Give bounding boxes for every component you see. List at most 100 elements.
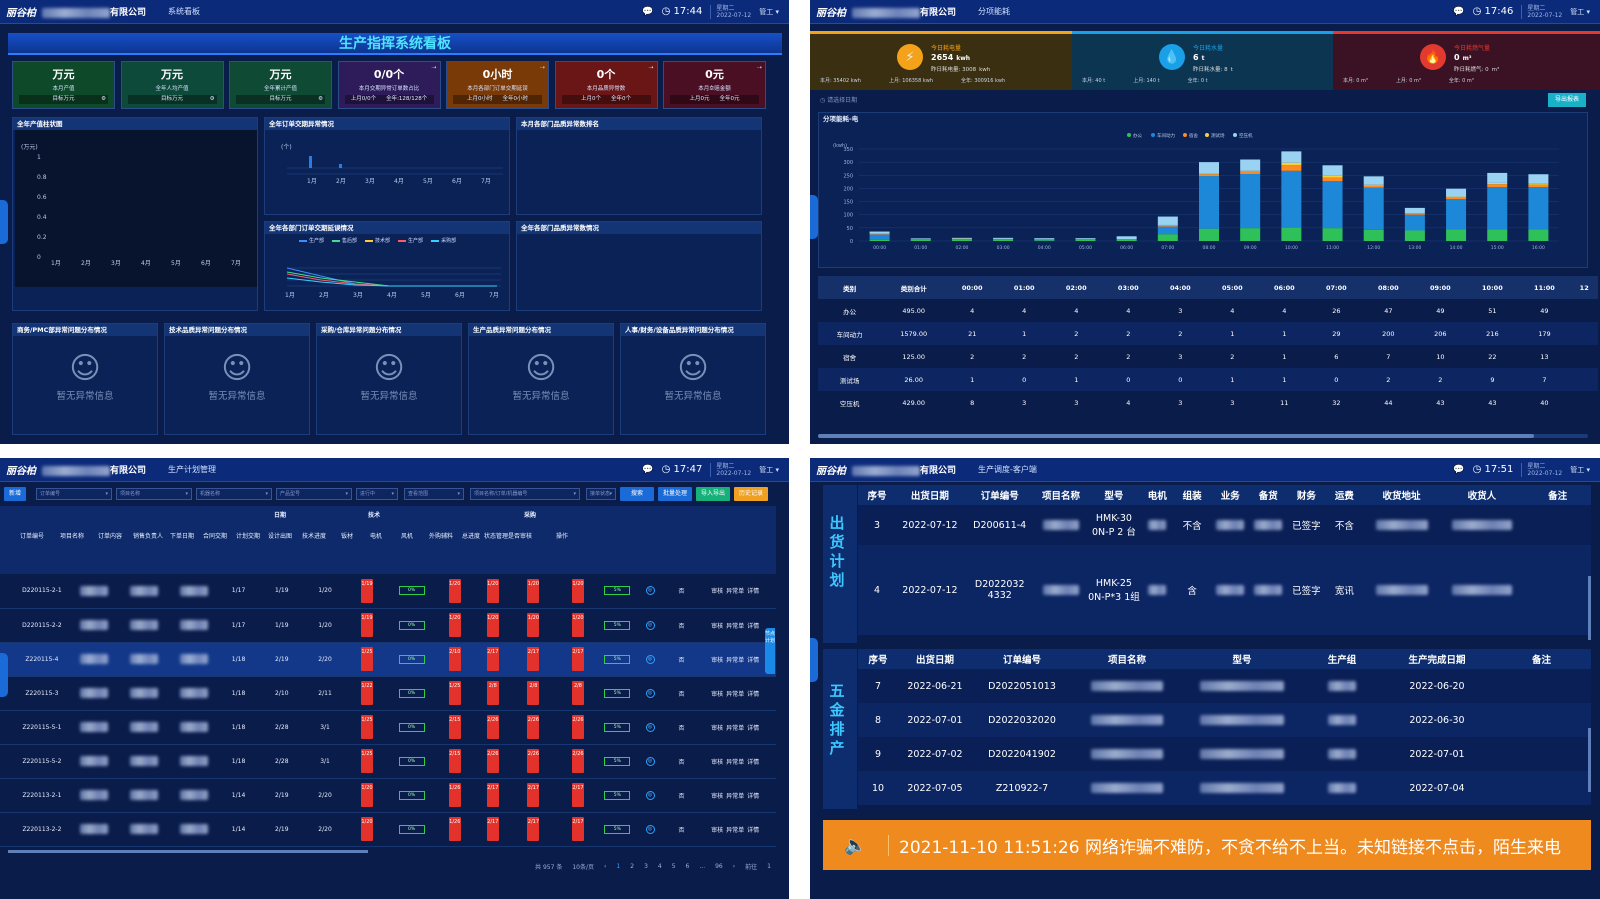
overdue-badge[interactable]: 2/17 (527, 817, 540, 841)
row-checkbox[interactable] (0, 608, 14, 643)
overdue-badge[interactable]: 1/19 (360, 613, 373, 637)
column-header[interactable]: 状态管理 (484, 533, 509, 540)
gear-icon[interactable]: ⚙ (318, 96, 323, 102)
table-row[interactable]: 4 2022-07-12 D2022032 4332 HMK-25 0N-P*3 1组… (858, 545, 1591, 635)
kpi-card[interactable]: 万元 全年人均产值 目标万元 ⚙ (120, 61, 224, 109)
status-icon[interactable]: ◎ (645, 688, 655, 698)
node-plan-tab[interactable]: 节点计划 (765, 628, 775, 674)
status-icon[interactable]: ◎ (645, 790, 655, 800)
overdue-badge[interactable]: 2/26 (527, 749, 540, 773)
toolbar-button[interactable]: 历史记录 (734, 487, 768, 501)
page-number[interactable]: 1 (616, 863, 621, 870)
overdue-badge[interactable]: 1/20 (486, 578, 499, 603)
h-scrollbar[interactable] (8, 850, 368, 853)
table-row[interactable]: Z220115-5-2 1/18 2/28 3/1 1/25 0% 2/15 2/26 2/26… (0, 744, 776, 779)
page-number[interactable]: 4 (657, 863, 662, 870)
export-button[interactable]: 导出报表 (1548, 93, 1586, 107)
status-icon[interactable]: ◎ (645, 824, 655, 834)
overdue-badge[interactable]: 1/22 (360, 681, 373, 705)
overdue-badge[interactable]: 1/20 (448, 613, 461, 637)
row-action-link[interactable]: 异常单 (726, 758, 745, 766)
overdue-badge[interactable]: 1/20 (571, 613, 584, 637)
side-toggle[interactable] (0, 200, 8, 244)
overdue-badge[interactable]: 2/17 (571, 647, 584, 671)
gear-icon[interactable]: ⚙ (209, 96, 215, 102)
table-row[interactable]: Z220113-2-2 1/14 2/19 2/20 1/20 0% 1/26 2/17 2/1… (0, 812, 776, 847)
overdue-badge[interactable]: 1/20 (571, 578, 584, 603)
row-action-link[interactable]: 异常单 (726, 724, 745, 732)
overdue-badge[interactable]: 1/25 (360, 647, 373, 671)
overdue-badge[interactable]: 2/15 (448, 715, 461, 739)
overdue-badge[interactable]: 2/17 (571, 817, 584, 841)
more-icon[interactable]: ⇢ (539, 64, 545, 71)
row-action-link[interactable]: 详情 (747, 690, 760, 698)
overdue-badge[interactable]: 2/17 (571, 783, 584, 807)
row-action-link[interactable]: 详情 (747, 826, 760, 834)
row-action-link[interactable]: 异常单 (726, 622, 745, 630)
overdue-badge[interactable]: 2/15 (448, 749, 461, 773)
filter-input[interactable]: 接单状态 ▾ (586, 488, 616, 500)
row-action-link[interactable]: 详情 (747, 656, 760, 664)
row-action-link[interactable]: 详情 (747, 792, 760, 800)
overdue-badge[interactable]: 2/17 (486, 817, 499, 841)
overdue-badge[interactable]: 2/10 (448, 647, 461, 671)
kpi-card[interactable]: 万元 全年累计产值 目标万元 ⚙ (229, 61, 332, 109)
more-icon[interactable]: ⇢ (431, 64, 437, 71)
table-row[interactable]: 3 2022-07-12 D200611-4 HMK-30 0N-P 2 台 不含 已签字… (858, 505, 1591, 545)
more-icon[interactable]: ⇢ (756, 64, 762, 71)
overdue-badge[interactable]: 1/25 (448, 681, 461, 705)
overdue-badge[interactable]: 1/20 (360, 783, 373, 807)
column-header[interactable]: 操作 (555, 533, 568, 540)
filter-input[interactable]: 项目名称 ▾ (116, 488, 192, 500)
user-menu[interactable]: 管工 ▾ (759, 465, 779, 474)
column-header[interactable]: 订单内容 (97, 533, 122, 540)
row-action-link[interactable]: 异常单 (726, 690, 745, 698)
overdue-badge[interactable]: 2/17 (486, 783, 499, 807)
overdue-badge[interactable]: 1/19 (360, 578, 373, 603)
toolbar-button[interactable]: 批量处理 (658, 487, 692, 501)
date-picker[interactable]: ◷ 请选择日期 (820, 97, 858, 104)
overdue-badge[interactable]: 2/17 (486, 647, 499, 671)
column-header[interactable]: 总进度 (461, 533, 480, 540)
row-action-link[interactable]: 异常单 (726, 826, 745, 834)
row-action-link[interactable]: 审核 (711, 690, 724, 698)
status-icon[interactable]: ◎ (645, 722, 655, 732)
column-header[interactable]: 设计出图 (267, 533, 292, 540)
column-header[interactable]: 订单编号 (19, 533, 44, 540)
message-icon[interactable]: 💬 (1453, 6, 1465, 17)
row-action-link[interactable]: 审核 (711, 724, 724, 732)
overdue-badge[interactable]: 1/20 (448, 578, 461, 603)
v-scrollbar[interactable] (1588, 576, 1591, 640)
overdue-badge[interactable]: 2/26 (571, 715, 584, 739)
table-row[interactable]: 7 2022-06-21 D2022051013 2022-06-20 (858, 669, 1591, 703)
overdue-badge[interactable]: 2/8 (486, 681, 499, 705)
user-menu[interactable]: 管工 ▾ (759, 7, 779, 16)
row-action-link[interactable]: 审核 (711, 622, 724, 630)
table-row[interactable]: Z220113-2-1 1/14 2/19 2/20 1/20 0% 1/26 2/17 2/1… (0, 778, 776, 813)
overdue-badge[interactable]: 1/20 (486, 613, 499, 637)
column-header[interactable]: 下单日期 (169, 533, 194, 540)
side-toggle[interactable] (810, 638, 818, 682)
user-menu[interactable]: 管工 ▾ (1570, 465, 1590, 474)
overdue-badge[interactable]: 1/26 (448, 817, 461, 841)
row-action-link[interactable]: 详情 (747, 758, 760, 766)
row-checkbox[interactable] (0, 778, 14, 813)
overdue-badge[interactable]: 1/20 (360, 817, 373, 841)
row-checkbox[interactable] (0, 574, 14, 609)
gear-icon[interactable]: ⚙ (101, 96, 106, 102)
row-action-link[interactable]: 审核 (711, 792, 724, 800)
kpi-card[interactable]: 0/0个 本月交期异常订单数占比 ⇢ 上月0/0个 全年:128/128个 (337, 61, 441, 109)
column-header[interactable]: 项目名称 (59, 533, 84, 540)
row-action-link[interactable]: 详情 (747, 622, 760, 630)
column-header[interactable]: 销售负责人 (132, 533, 163, 540)
kpi-card[interactable]: 万元 本月产值 目标万元 ⚙ (12, 61, 115, 109)
column-header[interactable]: 风机 (400, 533, 413, 540)
next-page-icon[interactable]: › (732, 863, 736, 870)
column-header[interactable]: 计划交期 (235, 533, 260, 540)
status-icon[interactable]: ◎ (645, 654, 655, 664)
overdue-badge[interactable]: 2/26 (486, 715, 499, 739)
message-icon[interactable]: 💬 (642, 6, 654, 17)
toolbar-button[interactable]: 导入导出 (696, 487, 730, 501)
column-header[interactable]: 是否审核 (508, 533, 533, 540)
overdue-badge[interactable]: 1/25 (360, 715, 373, 739)
